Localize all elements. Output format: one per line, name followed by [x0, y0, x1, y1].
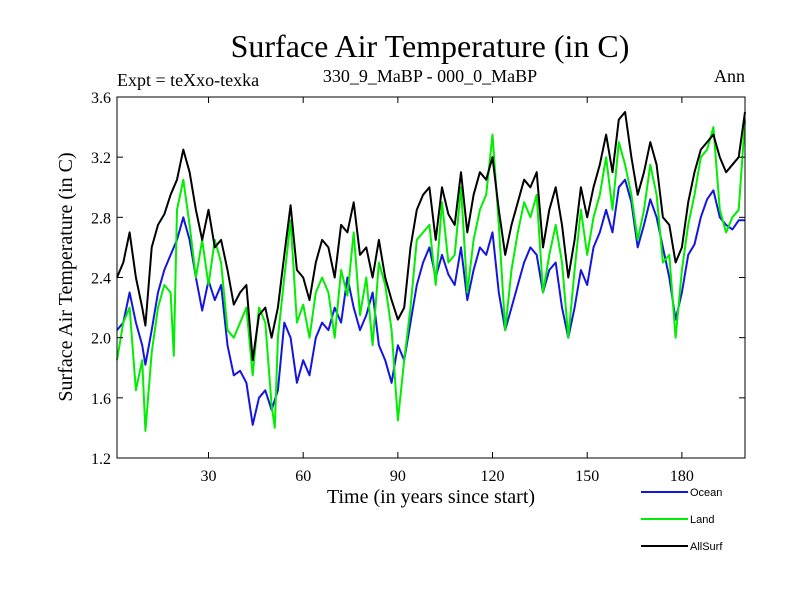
period-label: 330_9_MaBP - 000_0_MaBP: [323, 66, 537, 86]
y-tick-label: 2.0: [91, 331, 111, 348]
x-tick-label: 60: [295, 468, 311, 485]
x-axis-ticks: 30 60 90 120 150 180: [201, 97, 694, 485]
y-tick-label: 3.6: [91, 90, 111, 107]
y-axis-label: Surface Air Temperature (in C): [55, 152, 77, 401]
y-tick-label: 2.4: [91, 271, 111, 288]
y-tick-label: 2.8: [91, 210, 111, 227]
legend-label-land: Land: [690, 514, 714, 526]
plot-frame: [116, 96, 746, 459]
series-lines: [116, 111, 746, 432]
x-axis-label: Time (in years since start): [327, 486, 535, 508]
chart-title: Surface Air Temperature (in C): [231, 28, 630, 64]
experiment-label: Expt = teXxo-texka: [117, 70, 259, 90]
y-tick-label: 1.6: [91, 391, 111, 408]
season-label: Ann: [714, 66, 745, 86]
x-tick-label: 30: [201, 468, 217, 485]
x-tick-label: 180: [670, 468, 694, 485]
legend-label-allsurf: AllSurf: [690, 541, 723, 553]
y-tick-label: 3.2: [91, 150, 111, 167]
x-tick-label: 120: [481, 468, 505, 485]
series-line-allsurf: [116, 111, 746, 362]
y-tick-label: 1.2: [91, 451, 111, 468]
x-tick-label: 150: [575, 468, 599, 485]
legend-label-ocean: Ocean: [690, 487, 722, 499]
series-line-ocean: [116, 178, 745, 426]
series-line-land: [116, 119, 746, 432]
legend: Ocean Land AllSurf: [641, 487, 723, 553]
y-axis-ticks: 1.2 1.6 2.0 2.4 2.8 3.2 3.6: [91, 90, 745, 468]
x-tick-label: 90: [390, 468, 406, 485]
